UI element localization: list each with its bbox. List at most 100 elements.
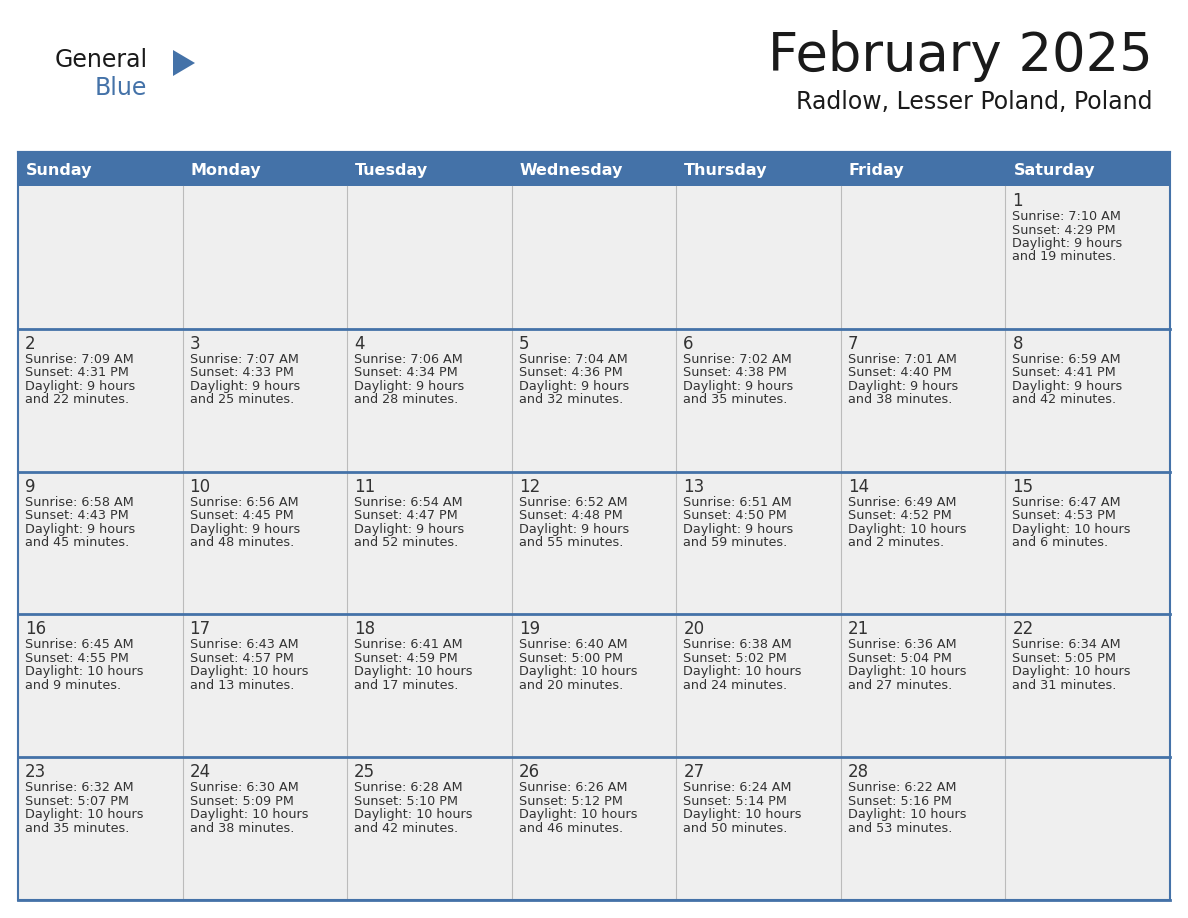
Text: 11: 11 xyxy=(354,477,375,496)
Bar xyxy=(1005,472,1170,614)
Text: Sunset: 5:07 PM: Sunset: 5:07 PM xyxy=(25,795,129,808)
Bar xyxy=(18,152,183,186)
Text: Daylight: 10 hours: Daylight: 10 hours xyxy=(1012,522,1131,535)
Text: 6: 6 xyxy=(683,335,694,353)
Text: Sunset: 4:38 PM: Sunset: 4:38 PM xyxy=(683,366,788,379)
Text: and 17 minutes.: and 17 minutes. xyxy=(354,679,459,692)
Text: and 42 minutes.: and 42 minutes. xyxy=(354,822,459,834)
Text: and 31 minutes.: and 31 minutes. xyxy=(1012,679,1117,692)
Text: Daylight: 9 hours: Daylight: 9 hours xyxy=(1012,237,1123,250)
Text: Sunset: 5:09 PM: Sunset: 5:09 PM xyxy=(190,795,293,808)
Text: Sunrise: 6:36 AM: Sunrise: 6:36 AM xyxy=(848,638,956,652)
Text: and 2 minutes.: and 2 minutes. xyxy=(848,536,944,549)
Text: 17: 17 xyxy=(190,621,210,638)
Bar xyxy=(676,186,841,329)
Text: 10: 10 xyxy=(190,477,210,496)
Text: Daylight: 10 hours: Daylight: 10 hours xyxy=(848,808,966,822)
Text: 13: 13 xyxy=(683,477,704,496)
Bar xyxy=(183,472,347,614)
Text: Sunset: 4:48 PM: Sunset: 4:48 PM xyxy=(519,509,623,522)
Text: 20: 20 xyxy=(683,621,704,638)
Text: 28: 28 xyxy=(848,763,868,781)
Text: and 50 minutes.: and 50 minutes. xyxy=(683,822,788,834)
Bar xyxy=(18,186,183,329)
Bar xyxy=(512,186,676,329)
Text: and 55 minutes.: and 55 minutes. xyxy=(519,536,623,549)
Text: Sunset: 4:40 PM: Sunset: 4:40 PM xyxy=(848,366,952,379)
Text: Daylight: 10 hours: Daylight: 10 hours xyxy=(190,808,308,822)
Text: Sunrise: 6:30 AM: Sunrise: 6:30 AM xyxy=(190,781,298,794)
Text: Sunrise: 6:58 AM: Sunrise: 6:58 AM xyxy=(25,496,134,509)
Text: Sunset: 4:36 PM: Sunset: 4:36 PM xyxy=(519,366,623,379)
Text: Sunset: 4:47 PM: Sunset: 4:47 PM xyxy=(354,509,457,522)
Text: 15: 15 xyxy=(1012,477,1034,496)
Text: Daylight: 9 hours: Daylight: 9 hours xyxy=(354,522,465,535)
Text: Daylight: 9 hours: Daylight: 9 hours xyxy=(25,522,135,535)
Text: 7: 7 xyxy=(848,335,859,353)
Text: Sunset: 4:31 PM: Sunset: 4:31 PM xyxy=(25,366,128,379)
Text: Sunset: 5:14 PM: Sunset: 5:14 PM xyxy=(683,795,788,808)
Text: Monday: Monday xyxy=(190,162,261,177)
Text: Daylight: 9 hours: Daylight: 9 hours xyxy=(190,522,299,535)
Bar xyxy=(183,152,347,186)
Text: Daylight: 9 hours: Daylight: 9 hours xyxy=(519,522,628,535)
Bar xyxy=(183,329,347,472)
Text: and 42 minutes.: and 42 minutes. xyxy=(1012,393,1117,407)
Text: and 59 minutes.: and 59 minutes. xyxy=(683,536,788,549)
Bar xyxy=(1005,186,1170,329)
Text: Daylight: 9 hours: Daylight: 9 hours xyxy=(354,380,465,393)
Bar xyxy=(18,757,183,900)
Text: 12: 12 xyxy=(519,477,541,496)
Text: Sunrise: 7:10 AM: Sunrise: 7:10 AM xyxy=(1012,210,1121,223)
Text: Sunset: 4:41 PM: Sunset: 4:41 PM xyxy=(1012,366,1117,379)
Text: and 32 minutes.: and 32 minutes. xyxy=(519,393,623,407)
Text: 2: 2 xyxy=(25,335,36,353)
Text: Daylight: 10 hours: Daylight: 10 hours xyxy=(354,666,473,678)
Text: Sunrise: 6:32 AM: Sunrise: 6:32 AM xyxy=(25,781,133,794)
Text: Daylight: 9 hours: Daylight: 9 hours xyxy=(519,380,628,393)
Text: Sunrise: 6:59 AM: Sunrise: 6:59 AM xyxy=(1012,353,1121,365)
Bar xyxy=(1005,757,1170,900)
Text: Sunset: 4:59 PM: Sunset: 4:59 PM xyxy=(354,652,457,665)
Text: Daylight: 10 hours: Daylight: 10 hours xyxy=(848,522,966,535)
Bar xyxy=(347,329,512,472)
Text: Sunrise: 7:01 AM: Sunrise: 7:01 AM xyxy=(848,353,956,365)
Polygon shape xyxy=(173,50,195,76)
Bar xyxy=(676,472,841,614)
Bar xyxy=(347,614,512,757)
Text: Sunset: 5:04 PM: Sunset: 5:04 PM xyxy=(848,652,952,665)
Text: and 48 minutes.: and 48 minutes. xyxy=(190,536,293,549)
Text: 27: 27 xyxy=(683,763,704,781)
Text: Sunrise: 6:51 AM: Sunrise: 6:51 AM xyxy=(683,496,792,509)
Text: Sunset: 5:00 PM: Sunset: 5:00 PM xyxy=(519,652,623,665)
Text: Sunset: 4:57 PM: Sunset: 4:57 PM xyxy=(190,652,293,665)
Text: 9: 9 xyxy=(25,477,36,496)
Text: and 6 minutes.: and 6 minutes. xyxy=(1012,536,1108,549)
Text: Friday: Friday xyxy=(849,162,904,177)
Bar xyxy=(512,472,676,614)
Text: Sunrise: 7:09 AM: Sunrise: 7:09 AM xyxy=(25,353,134,365)
Bar xyxy=(183,186,347,329)
Text: and 35 minutes.: and 35 minutes. xyxy=(683,393,788,407)
Text: Wednesday: Wednesday xyxy=(519,162,623,177)
Text: Sunrise: 6:52 AM: Sunrise: 6:52 AM xyxy=(519,496,627,509)
Text: Radlow, Lesser Poland, Poland: Radlow, Lesser Poland, Poland xyxy=(796,90,1154,114)
Text: 26: 26 xyxy=(519,763,539,781)
Text: and 19 minutes.: and 19 minutes. xyxy=(1012,251,1117,263)
Bar xyxy=(676,614,841,757)
Text: Sunset: 5:05 PM: Sunset: 5:05 PM xyxy=(1012,652,1117,665)
Bar xyxy=(18,614,183,757)
Text: Sunset: 4:55 PM: Sunset: 4:55 PM xyxy=(25,652,128,665)
Text: and 9 minutes.: and 9 minutes. xyxy=(25,679,121,692)
Text: and 24 minutes.: and 24 minutes. xyxy=(683,679,788,692)
Text: Sunrise: 6:49 AM: Sunrise: 6:49 AM xyxy=(848,496,956,509)
Bar xyxy=(841,614,1005,757)
Bar xyxy=(676,152,841,186)
Text: and 38 minutes.: and 38 minutes. xyxy=(190,822,293,834)
Text: Saturday: Saturday xyxy=(1013,162,1095,177)
Text: Daylight: 10 hours: Daylight: 10 hours xyxy=(25,808,144,822)
Bar xyxy=(512,329,676,472)
Text: Sunset: 4:45 PM: Sunset: 4:45 PM xyxy=(190,509,293,522)
Bar xyxy=(1005,329,1170,472)
Text: and 20 minutes.: and 20 minutes. xyxy=(519,679,623,692)
